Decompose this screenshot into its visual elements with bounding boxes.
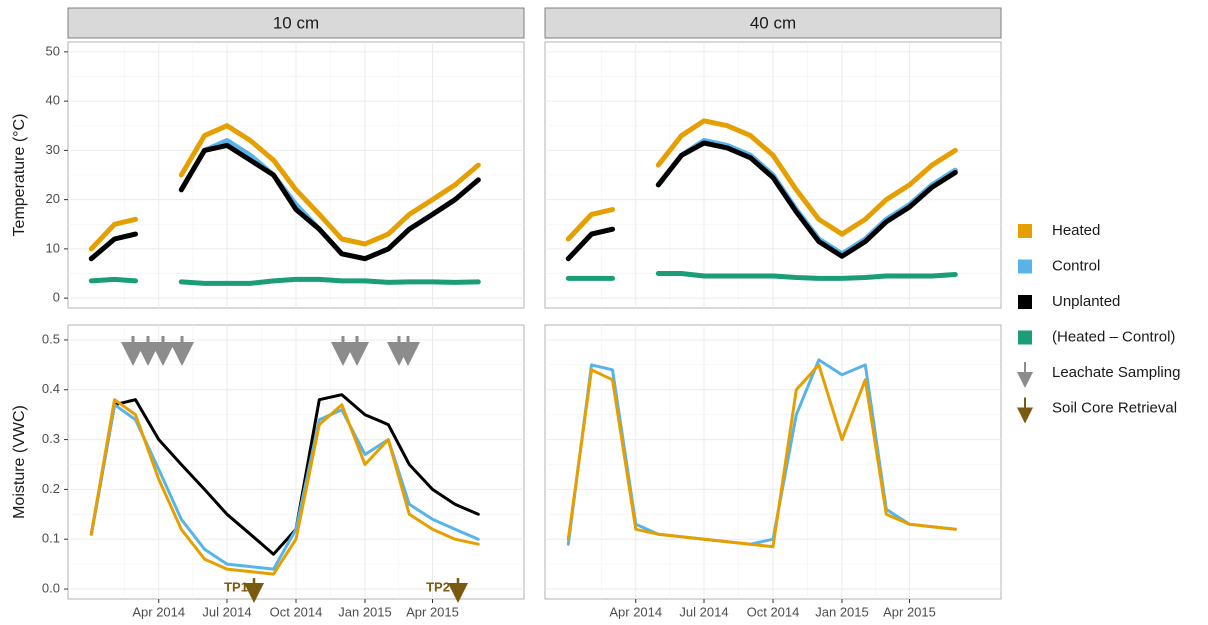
series-line xyxy=(566,363,957,549)
legend-swatch xyxy=(1018,259,1032,274)
annotation: TP2 xyxy=(426,579,450,594)
series-line xyxy=(565,118,958,242)
panel: Apr 2014 Jul 2014 Oct 2014 Jan 2015 Apr 2015 xyxy=(544,324,1002,619)
series-line xyxy=(89,393,480,556)
panel: 10 cm 0 10 20 30 40 50 Temperature (°C) xyxy=(11,7,525,309)
legend-swatch xyxy=(1018,224,1032,238)
legend-swatch xyxy=(1018,330,1032,345)
y-tick-label: 0.1 xyxy=(42,531,60,546)
legend: Heated Control Unplanted (Heated – Control)… xyxy=(1017,222,1180,424)
y-tick-label: 40 xyxy=(46,93,60,108)
y-tick-label: 0.0 xyxy=(42,580,60,595)
x-tick-label: Jul 2014 xyxy=(679,604,728,619)
x-tick-label: Jul 2014 xyxy=(202,604,251,619)
x-tick-label: Oct 2014 xyxy=(747,604,800,619)
x-tick-label: Apr 2014 xyxy=(132,604,185,619)
facet-title: 40 cm xyxy=(750,13,796,32)
x-tick-label: Jan 2015 xyxy=(338,604,392,619)
series-line xyxy=(89,403,480,571)
x-tick-label: Oct 2014 xyxy=(270,604,323,619)
x-tick-label: Apr 2014 xyxy=(609,604,662,619)
y-tick-label: 0.5 xyxy=(42,331,60,346)
y-tick-label: 0.2 xyxy=(42,481,60,496)
panel: 0.0 0.1 0.2 0.3 0.4 0.5 Apr 2014 Jul 2014 Oct 20… xyxy=(11,324,525,619)
y-axis-label: Temperature (°C) xyxy=(11,114,28,237)
x-tick-label: Apr 2015 xyxy=(883,604,936,619)
leachate-arrows xyxy=(121,336,420,366)
facet-strip xyxy=(67,7,525,39)
series-line xyxy=(88,276,481,286)
series-line xyxy=(88,123,481,252)
annotation: TP1 xyxy=(224,579,248,594)
series-line xyxy=(89,398,480,576)
legend-label: Heated xyxy=(1052,222,1100,239)
legend-label: Unplanted xyxy=(1052,293,1120,310)
y-tick-label: 0.4 xyxy=(42,381,60,396)
y-tick-label: 30 xyxy=(46,142,60,157)
y-axis-label: Moisture (VWC) xyxy=(11,405,28,519)
legend-label: (Heated – Control) xyxy=(1052,328,1175,345)
series-line xyxy=(565,271,958,281)
series-line xyxy=(565,140,958,262)
series-line xyxy=(88,142,481,262)
legend-swatch xyxy=(1018,295,1032,309)
x-tick-label: Jan 2015 xyxy=(815,604,869,619)
legend-label: Control xyxy=(1052,257,1100,274)
panel: 40 cm xyxy=(544,7,1002,309)
y-tick-label: 20 xyxy=(46,191,60,206)
y-tick-label: 10 xyxy=(46,240,60,255)
x-tick-label: Apr 2015 xyxy=(406,604,459,619)
y-tick-label: 0 xyxy=(53,290,60,305)
y-tick-label: 50 xyxy=(46,43,60,58)
facet-title: 10 cm xyxy=(273,13,319,32)
facet-strip xyxy=(544,7,1002,39)
y-tick-label: 0.3 xyxy=(42,431,60,446)
legend-label: Leachate Sampling xyxy=(1052,364,1180,381)
legend-label: Soil Core Retrieval xyxy=(1052,399,1177,416)
